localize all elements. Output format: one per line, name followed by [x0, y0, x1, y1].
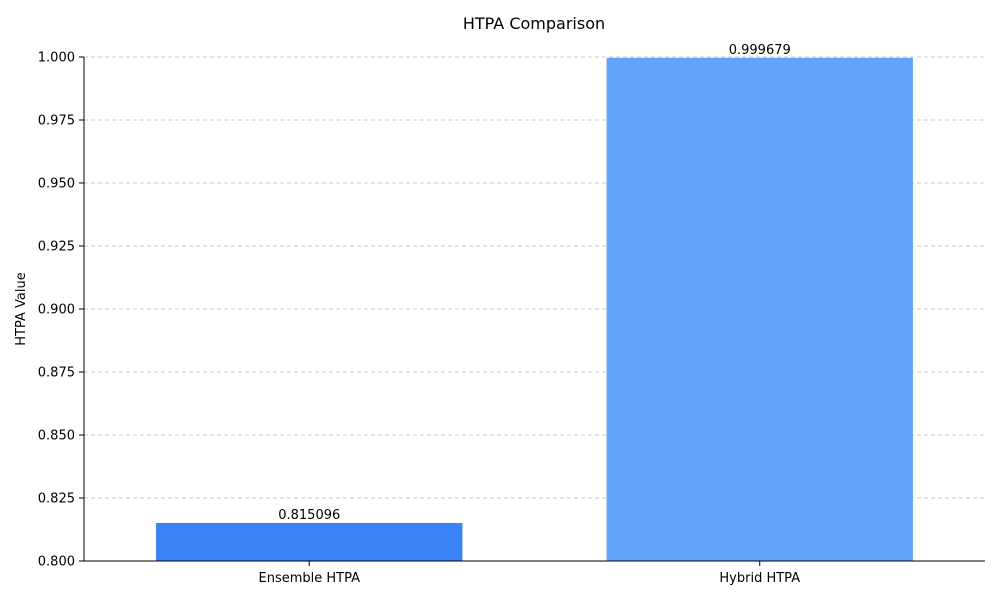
y-tick-label: 0.950: [38, 177, 75, 192]
y-tick-label: 0.875: [38, 366, 75, 381]
y-tick-label: 0.825: [38, 492, 75, 507]
x-ticks: Ensemble HTPA Hybrid HTPA: [259, 561, 800, 586]
y-tick-label: 0.900: [38, 303, 75, 318]
y-tick-label: 0.975: [38, 114, 75, 129]
bar-hybrid-htpa: [606, 57, 913, 561]
y-tick-label: 1.000: [38, 51, 75, 66]
bar-value-label: 0.815096: [278, 508, 340, 523]
bar-value-labels: 0.815096 0.999679: [278, 43, 791, 523]
y-axis-label: HTPA Value: [14, 272, 29, 345]
bars: [156, 57, 913, 561]
y-tick-label: 0.850: [38, 429, 75, 444]
y-ticks: 0.800 0.825 0.850 0.875 0.900 0.925 0.950 0.975…: [38, 51, 84, 570]
bar-ensemble-htpa: [156, 522, 463, 561]
y-tick-label: 0.925: [38, 240, 75, 255]
bar-value-label: 0.999679: [729, 43, 791, 58]
y-tick-label: 0.800: [38, 555, 75, 570]
chart-title: HTPA Comparison: [463, 14, 605, 33]
x-tick-label: Hybrid HTPA: [719, 571, 800, 586]
gridlines: [84, 56, 985, 562]
x-tick-label: Ensemble HTPA: [259, 571, 361, 586]
